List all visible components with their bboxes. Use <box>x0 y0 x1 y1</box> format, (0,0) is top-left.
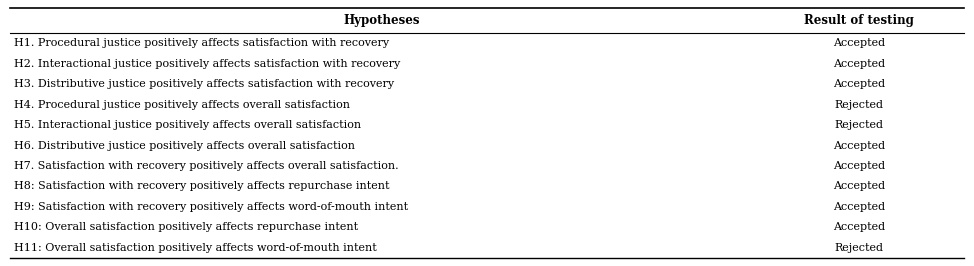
Text: H6. Distributive justice positively affects overall satisfaction: H6. Distributive justice positively affe… <box>14 140 355 151</box>
Text: Result of testing: Result of testing <box>805 14 915 27</box>
Text: Accepted: Accepted <box>833 140 885 151</box>
Text: H10: Overall satisfaction positively affects repurchase intent: H10: Overall satisfaction positively aff… <box>14 222 357 232</box>
Text: H4. Procedural justice positively affects overall satisfaction: H4. Procedural justice positively affect… <box>14 99 350 110</box>
Text: Rejected: Rejected <box>835 99 883 110</box>
Text: Hypotheses: Hypotheses <box>344 14 420 27</box>
Text: H11: Overall satisfaction positively affects word-of-mouth intent: H11: Overall satisfaction positively aff… <box>14 243 376 253</box>
Text: H8: Satisfaction with recovery positively affects repurchase intent: H8: Satisfaction with recovery positivel… <box>14 181 390 192</box>
Text: Rejected: Rejected <box>835 120 883 130</box>
Text: Accepted: Accepted <box>833 181 885 192</box>
Text: Rejected: Rejected <box>835 243 883 253</box>
Text: H3. Distributive justice positively affects satisfaction with recovery: H3. Distributive justice positively affe… <box>14 79 393 89</box>
Text: Accepted: Accepted <box>833 161 885 171</box>
Text: Accepted: Accepted <box>833 202 885 212</box>
Text: Accepted: Accepted <box>833 79 885 89</box>
Text: Accepted: Accepted <box>833 59 885 69</box>
Text: Accepted: Accepted <box>833 222 885 232</box>
Text: H5. Interactional justice positively affects overall satisfaction: H5. Interactional justice positively aff… <box>14 120 360 130</box>
Text: Accepted: Accepted <box>833 38 885 48</box>
Text: H9: Satisfaction with recovery positively affects word-of-mouth intent: H9: Satisfaction with recovery positivel… <box>14 202 408 212</box>
Text: H1. Procedural justice positively affects satisfaction with recovery: H1. Procedural justice positively affect… <box>14 38 389 48</box>
Text: H2. Interactional justice positively affects satisfaction with recovery: H2. Interactional justice positively aff… <box>14 59 400 69</box>
Text: H7. Satisfaction with recovery positively affects overall satisfaction.: H7. Satisfaction with recovery positivel… <box>14 161 398 171</box>
